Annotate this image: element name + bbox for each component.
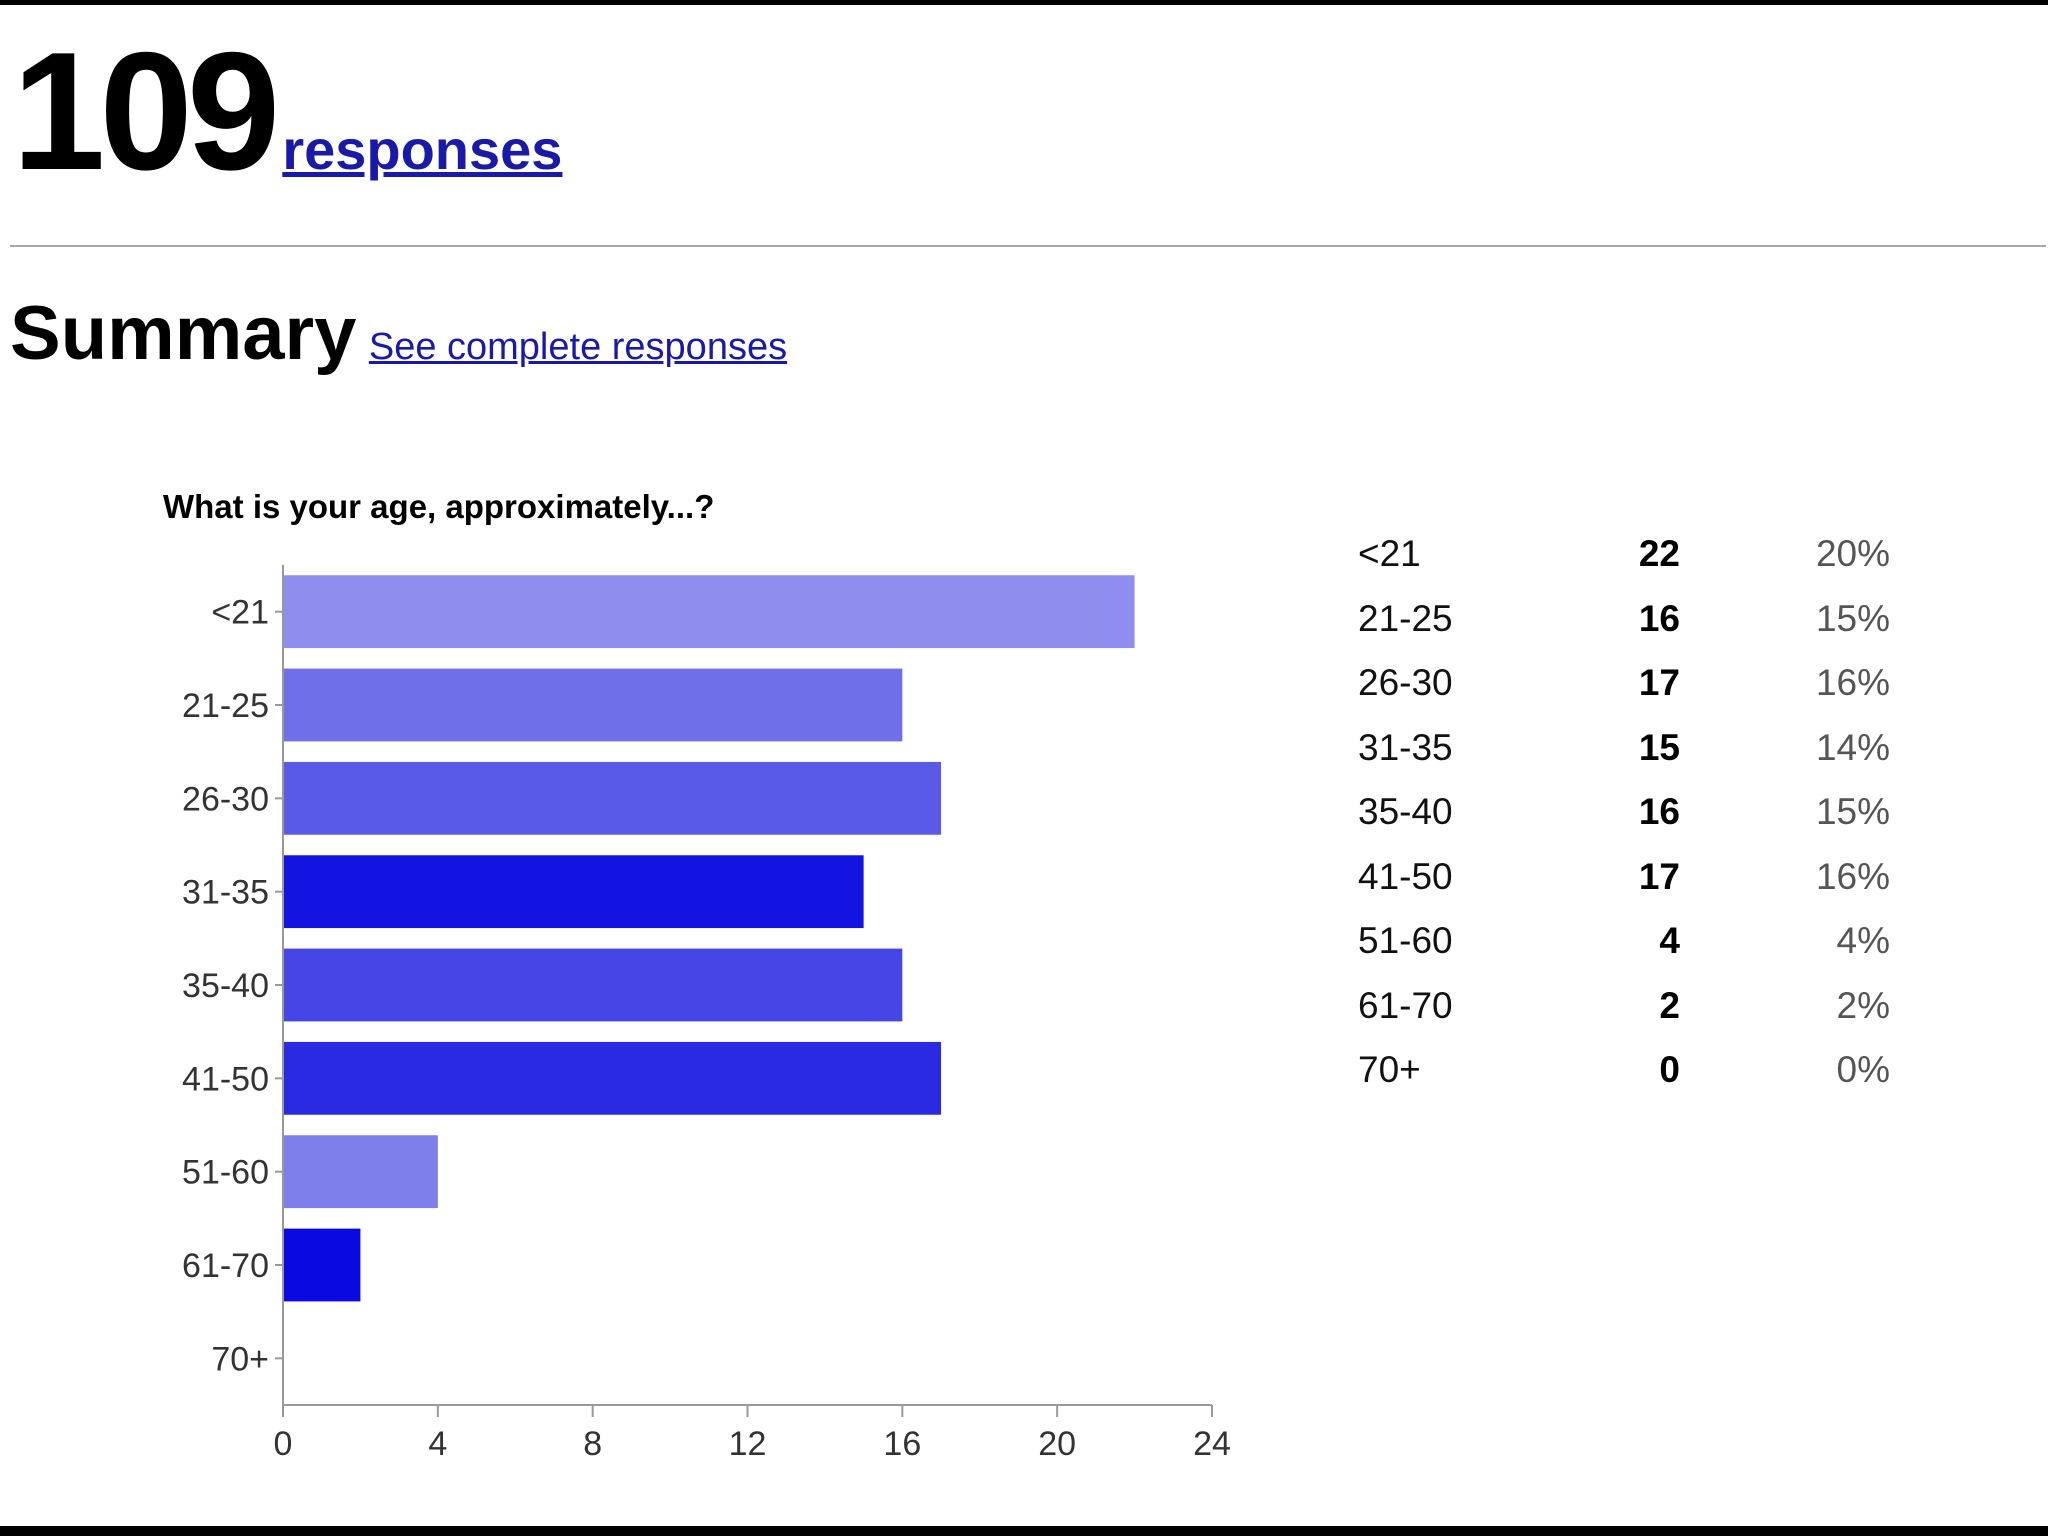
category-label: 51-60 (182, 1154, 269, 1192)
question-title: What is your age, approximately...? (163, 488, 715, 525)
category-labels: <21 21-25 26-30 31-35 35-40 41-50 51-60 61-70 70… (182, 594, 269, 1379)
table-row: 70+ 0 0% (1358, 1049, 1898, 1114)
bar-<21 (283, 575, 1135, 649)
bar-21-25 (283, 668, 903, 742)
x-tick-label: 12 (729, 1425, 767, 1463)
header-divider (10, 245, 2046, 247)
summary-row: Summary See complete responses (10, 290, 787, 377)
row-percent: 4% (1836, 920, 1890, 961)
row-label: 31-35 (1358, 726, 1453, 768)
row-label: <21 (1358, 533, 1421, 574)
row-percent: 0% (1836, 1049, 1890, 1090)
row-percent: 20% (1815, 533, 1890, 574)
row-count: 17 (1638, 855, 1680, 897)
category-label: 61-70 (182, 1247, 269, 1285)
row-percent: 2% (1836, 984, 1890, 1026)
responses-link[interactable]: responses (282, 118, 563, 181)
x-tick-label: 0 (274, 1425, 293, 1463)
category-label: 70+ (211, 1340, 269, 1378)
row-count: 16 (1638, 597, 1680, 639)
bar-61-70 (283, 1228, 361, 1302)
x-tick-label: 8 (583, 1425, 602, 1463)
category-label: 31-35 (182, 874, 269, 912)
bar-41-50 (283, 1041, 942, 1115)
table-row: <21 22 20% (1358, 533, 1898, 598)
row-percent: 16% (1815, 855, 1890, 897)
row-count: 15 (1638, 726, 1680, 768)
bar-51-60 (283, 1135, 438, 1209)
x-tick-label: 4 (428, 1425, 447, 1463)
category-label: 35-40 (182, 967, 269, 1005)
bar-35-40 (283, 948, 903, 1022)
x-tick-label: 16 (883, 1425, 921, 1463)
table-row: 41-50 17 16% (1358, 856, 1898, 921)
row-label: 61-70 (1358, 984, 1453, 1026)
row-label: 21-25 (1358, 597, 1453, 639)
table-row: 26-30 17 16% (1358, 662, 1898, 727)
summary-title: Summary (10, 291, 357, 376)
row-count: 0 (1659, 1049, 1680, 1090)
chart-axes (275, 565, 1213, 1417)
category-label: 21-25 (182, 687, 269, 725)
bar-31-35 (283, 855, 864, 929)
x-tick-label: 20 (1038, 1425, 1076, 1463)
table-row: 35-40 16 15% (1358, 791, 1898, 856)
row-label: 70+ (1358, 1049, 1421, 1090)
row-percent: 16% (1815, 662, 1890, 703)
row-count: 2 (1659, 984, 1680, 1026)
see-complete-responses-link[interactable]: See complete responses (368, 326, 788, 368)
table-row: 21-25 16 15% (1358, 598, 1898, 663)
table-row: 61-70 2 2% (1358, 985, 1898, 1050)
row-percent: 15% (1815, 597, 1890, 639)
row-count: 22 (1638, 533, 1680, 574)
category-label: <21 (211, 594, 269, 632)
row-label: 51-60 (1358, 920, 1453, 961)
row-label: 41-50 (1358, 855, 1453, 897)
category-label: 26-30 (182, 780, 269, 818)
row-count: 4 (1659, 920, 1680, 961)
category-label: 41-50 (182, 1060, 269, 1098)
table-row: 51-60 4 4% (1358, 920, 1898, 985)
form-summary-page: 109 responses Summary See complete respon… (0, 5, 2048, 1526)
x-tick-label: 24 (1193, 1425, 1231, 1463)
row-count: 17 (1638, 662, 1680, 703)
bar-26-30 (283, 761, 942, 835)
response-count: 109 (12, 17, 280, 205)
row-percent: 14% (1815, 726, 1890, 768)
table-row: 31-35 15 14% (1358, 727, 1898, 792)
age-bar-chart: <21 21-25 26-30 31-35 35-40 41-50 51-60 61-70 70… (182, 565, 1231, 1463)
response-table: <21 22 20% 21-25 16 15% 26-30 17 16% 31-35 15 14… (1358, 533, 1898, 1114)
row-percent: 15% (1815, 791, 1890, 832)
responses-header: 109 responses (12, 27, 562, 195)
row-label: 35-40 (1358, 791, 1453, 832)
chart-bars (283, 575, 1135, 1302)
row-label: 26-30 (1358, 662, 1453, 703)
row-count: 16 (1638, 791, 1680, 832)
tick-labels: 0 4 8 12 16 20 24 (274, 1425, 1231, 1463)
